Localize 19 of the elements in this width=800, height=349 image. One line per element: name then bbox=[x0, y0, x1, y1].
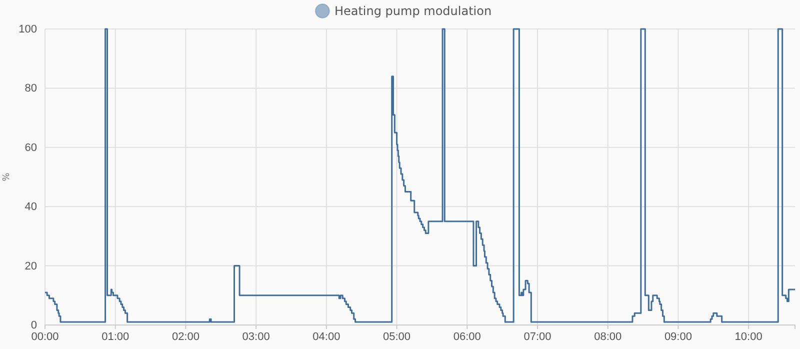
y-tick-label: 100 bbox=[18, 24, 37, 36]
y-tick-label: 80 bbox=[24, 82, 37, 95]
x-tick-label: 02:00 bbox=[172, 330, 200, 343]
x-tick-label: 01:00 bbox=[102, 330, 130, 343]
x-tick-label: 06:00 bbox=[453, 330, 481, 343]
x-tick-label: 09:00 bbox=[664, 330, 692, 343]
x-tick-label: 04:00 bbox=[312, 330, 340, 343]
y-tick-label: 20 bbox=[24, 260, 37, 272]
x-tick-label: 03:00 bbox=[242, 330, 270, 343]
x-tick-label: 05:00 bbox=[383, 330, 411, 343]
x-tick-label: 08:00 bbox=[594, 330, 622, 343]
y-tick-label: 60 bbox=[24, 142, 37, 154]
x-tick-label: 07:00 bbox=[524, 330, 552, 343]
x-tick-label: 00:00 bbox=[31, 330, 59, 343]
y-axis-title: % bbox=[2, 172, 12, 182]
y-tick-label: 40 bbox=[24, 201, 37, 214]
y-tick-label: 0 bbox=[30, 320, 37, 332]
legend-label: Heating pump modulation bbox=[334, 4, 492, 18]
x-tick-label: 10:00 bbox=[734, 330, 762, 343]
